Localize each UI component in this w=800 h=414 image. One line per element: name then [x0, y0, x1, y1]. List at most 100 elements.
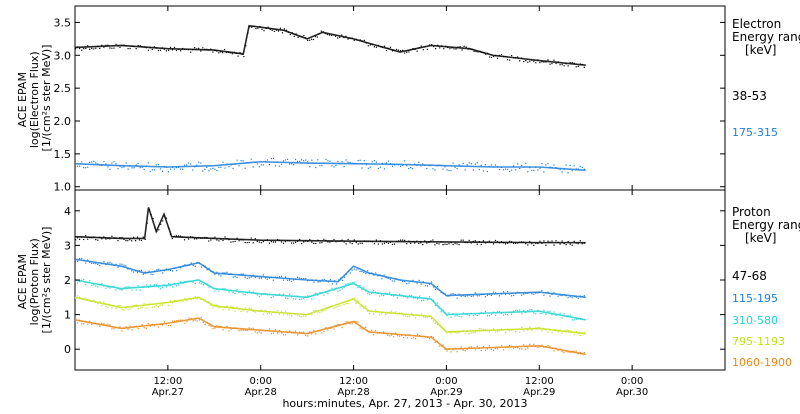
data-point	[531, 329, 533, 331]
data-point	[256, 332, 258, 334]
data-point	[393, 280, 395, 282]
data-point	[531, 309, 533, 311]
data-point	[254, 161, 256, 163]
data-point	[220, 326, 222, 328]
data-point	[216, 239, 218, 241]
data-point	[442, 293, 444, 295]
data-point	[295, 330, 297, 332]
data-point	[123, 264, 125, 266]
data-point	[458, 331, 460, 333]
data-point	[278, 239, 281, 241]
data-point	[156, 269, 158, 271]
data-point	[291, 280, 293, 283]
data-point	[206, 301, 208, 303]
data-point	[256, 310, 258, 312]
data-point	[575, 66, 577, 68]
data-point	[231, 53, 233, 55]
data-point	[529, 309, 531, 311]
data-point	[313, 294, 315, 296]
data-point	[543, 294, 545, 296]
data-point	[307, 161, 309, 163]
data-point	[521, 57, 523, 59]
data-point	[500, 328, 503, 330]
data-point	[167, 269, 170, 271]
data-point	[361, 288, 363, 290]
data-point	[178, 319, 180, 321]
data-point	[338, 279, 340, 281]
data-point	[287, 314, 289, 316]
data-point	[284, 276, 287, 278]
data-point	[430, 164, 432, 166]
proton-data-marks	[74, 207, 586, 356]
data-point	[169, 325, 172, 327]
data-point	[258, 277, 260, 279]
data-point	[547, 240, 549, 242]
data-point	[549, 166, 551, 168]
data-point	[176, 320, 178, 322]
data-point	[180, 267, 182, 269]
data-point	[149, 170, 151, 173]
data-point	[318, 33, 320, 35]
data-point	[297, 295, 299, 297]
data-point	[113, 285, 115, 287]
data-point	[577, 332, 579, 334]
data-point	[119, 288, 121, 291]
data-point	[214, 168, 216, 170]
data-point	[240, 160, 242, 162]
data-point	[135, 164, 137, 166]
data-point	[297, 334, 299, 336]
data-point	[494, 55, 497, 57]
data-point	[161, 170, 163, 172]
data-point	[459, 46, 461, 48]
data-point	[420, 242, 422, 244]
data-point	[583, 295, 585, 297]
data-point	[113, 328, 115, 330]
data-point	[121, 236, 123, 239]
data-point	[240, 239, 242, 241]
data-point	[301, 298, 303, 300]
data-point	[397, 297, 399, 299]
data-point	[569, 243, 571, 245]
data-point	[93, 262, 95, 264]
data-point	[270, 313, 272, 315]
data-point	[478, 347, 480, 349]
data-point	[101, 304, 103, 307]
data-point	[125, 162, 127, 164]
data-point	[507, 242, 509, 244]
data-point	[472, 295, 474, 297]
data-point	[326, 33, 328, 36]
data-point	[295, 241, 297, 243]
data-point	[176, 285, 178, 287]
series-line	[74, 279, 586, 321]
data-point	[476, 330, 478, 332]
data-point	[363, 39, 365, 41]
data-point	[395, 311, 397, 313]
data-point	[284, 241, 287, 243]
data-point	[345, 273, 347, 275]
data-point	[179, 235, 181, 237]
data-point	[216, 169, 218, 172]
data-point	[399, 312, 401, 314]
data-point	[305, 315, 307, 317]
data-point	[474, 292, 476, 294]
data-point	[494, 164, 497, 166]
data-point	[405, 335, 407, 337]
data-point	[232, 306, 234, 308]
data-point	[157, 49, 159, 52]
data-point	[184, 281, 186, 283]
data-point	[214, 327, 216, 329]
data-point	[444, 312, 446, 314]
data-point	[395, 332, 397, 334]
data-point	[220, 51, 222, 53]
data-point	[535, 166, 537, 168]
data-point	[515, 242, 517, 245]
data-point	[248, 241, 250, 244]
data-point	[140, 239, 142, 242]
data-point	[115, 307, 117, 309]
data-point	[462, 330, 464, 332]
data-point	[119, 263, 121, 265]
data-point	[521, 241, 523, 243]
data-point	[301, 331, 303, 334]
data-point	[418, 47, 420, 49]
data-point	[218, 166, 220, 168]
